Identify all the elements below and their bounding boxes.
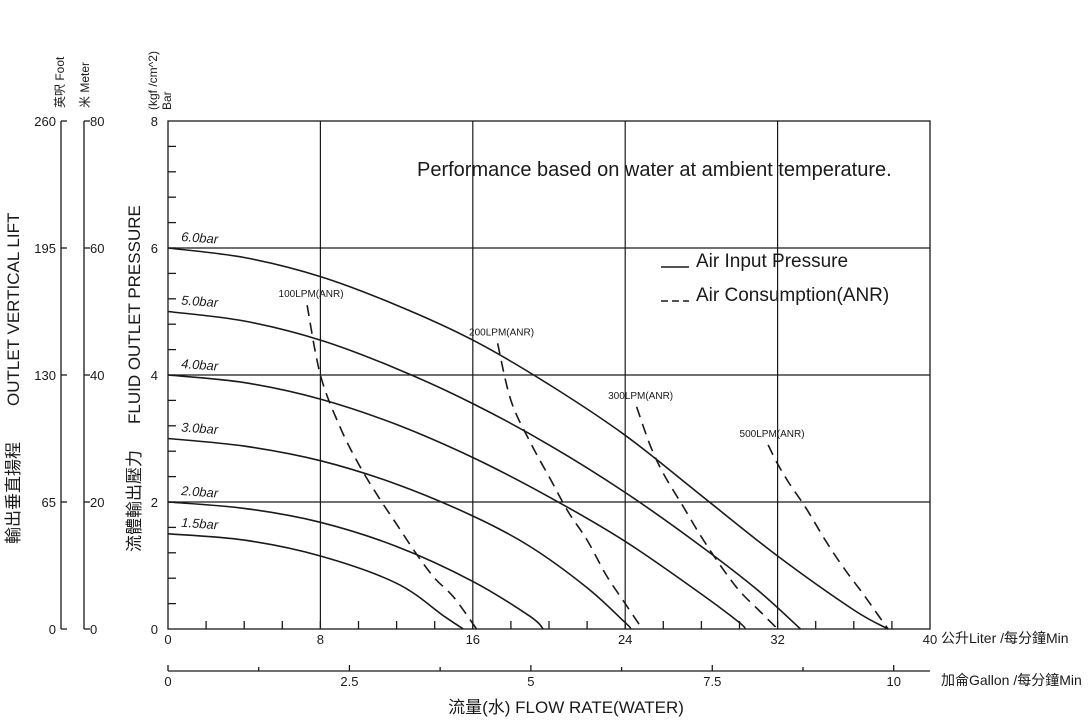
x-secondary-unit: 加侖Gallon /每分鐘Min <box>941 672 1082 688</box>
y-tick-label: 0 <box>151 622 158 637</box>
series-curve-200lpm-anr <box>496 343 643 630</box>
x-axis-title: 流量(水) FLOW RATE(WATER) <box>448 698 684 717</box>
legend-air-input-pressure: Air Input Pressure <box>696 251 848 272</box>
series-label-2-0bar: 2.0bar <box>180 483 219 501</box>
gallon-tick-label: 0 <box>164 674 171 689</box>
y-primary-title: FLUID OUTLET PRESSURE <box>125 205 144 424</box>
gallon-tick-label: 10 <box>886 674 900 689</box>
series-curve-500lpm-anr <box>767 444 889 630</box>
foot-tick-label: 195 <box>34 241 56 256</box>
tick-layer <box>61 120 895 671</box>
series-curve-300lpm-anr <box>635 406 779 630</box>
x-primary-unit: 公升Liter /每分鐘Min <box>941 630 1069 646</box>
x-tick-label: 24 <box>618 632 632 647</box>
series-curve-4-0bar <box>167 374 746 630</box>
series-label-500lpm-anr: 500LPM(ANR) <box>740 429 805 440</box>
meter-tick-label: 60 <box>90 241 104 256</box>
y-foot-title: OUTLET VERTICAL LIFT <box>4 213 23 406</box>
series-label-3-0bar: 3.0bar <box>181 420 219 438</box>
series-label-300lpm-anr: 300LPM(ANR) <box>608 391 673 402</box>
series-curve-2-0bar <box>167 501 544 630</box>
series-curve-6-0bar <box>167 247 889 630</box>
y-tick-label: 8 <box>151 114 158 129</box>
legend-air-consumption: Air Consumption(ANR) <box>696 285 889 306</box>
y-foot-title-cn: 輸出垂直揚程 <box>4 442 23 544</box>
y-primary-unit-head-2: Bar <box>160 91 174 110</box>
label-layer: 0 8 16 24 32 400 2.5 5 7.5 1002468020406080065130… <box>34 114 937 689</box>
y-tick-label: 2 <box>151 495 158 510</box>
series-curve-3-0bar <box>167 437 632 630</box>
meter-tick-label: 20 <box>90 495 104 510</box>
annotation-text: Performance based on water at ambient te… <box>417 159 892 181</box>
series-label-4-0bar: 4.0bar <box>181 356 219 374</box>
x-tick-label: 8 <box>317 632 324 647</box>
x-tick-label: 16 <box>466 632 480 647</box>
y-meter-head: 米 Meter <box>78 62 92 108</box>
meter-tick-label: 40 <box>90 368 104 383</box>
series-curve-5-0bar <box>167 310 802 630</box>
foot-tick-label: 260 <box>34 114 56 129</box>
gallon-tick-label: 2.5 <box>340 674 358 689</box>
series-label-1-5bar: 1.5bar <box>181 515 219 533</box>
y-primary-title-cn: 流體輸出壓力 <box>125 450 144 552</box>
foot-tick-label: 65 <box>42 495 56 510</box>
series-label-200lpm-anr: 200LPM(ANR) <box>469 327 534 338</box>
series-label-6-0bar: 6.0bar <box>181 229 219 247</box>
series-curve-1-5bar <box>167 533 464 630</box>
series-curve-100lpm-anr <box>306 305 478 630</box>
x-tick-label: 0 <box>164 632 171 647</box>
y-tick-label: 4 <box>151 368 158 383</box>
x-tick-label: 40 <box>923 632 937 647</box>
y-primary-unit-head: (kgf /cm^2) <box>146 51 160 110</box>
series-label-100lpm-anr: 100LPM(ANR) <box>279 289 344 300</box>
meter-tick-label: 0 <box>90 622 97 637</box>
curve-layer <box>167 247 889 630</box>
foot-tick-label: 0 <box>49 622 56 637</box>
series-label-5-0bar: 5.0bar <box>181 293 219 311</box>
meter-tick-label: 80 <box>90 114 104 129</box>
gallon-tick-label: 7.5 <box>703 674 721 689</box>
x-tick-label: 32 <box>770 632 784 647</box>
gallon-tick-label: 5 <box>527 674 534 689</box>
foot-tick-label: 130 <box>34 368 56 383</box>
y-foot-head: 英呎 Foot <box>53 56 67 108</box>
grid-layer <box>168 121 930 629</box>
y-tick-label: 6 <box>151 241 158 256</box>
